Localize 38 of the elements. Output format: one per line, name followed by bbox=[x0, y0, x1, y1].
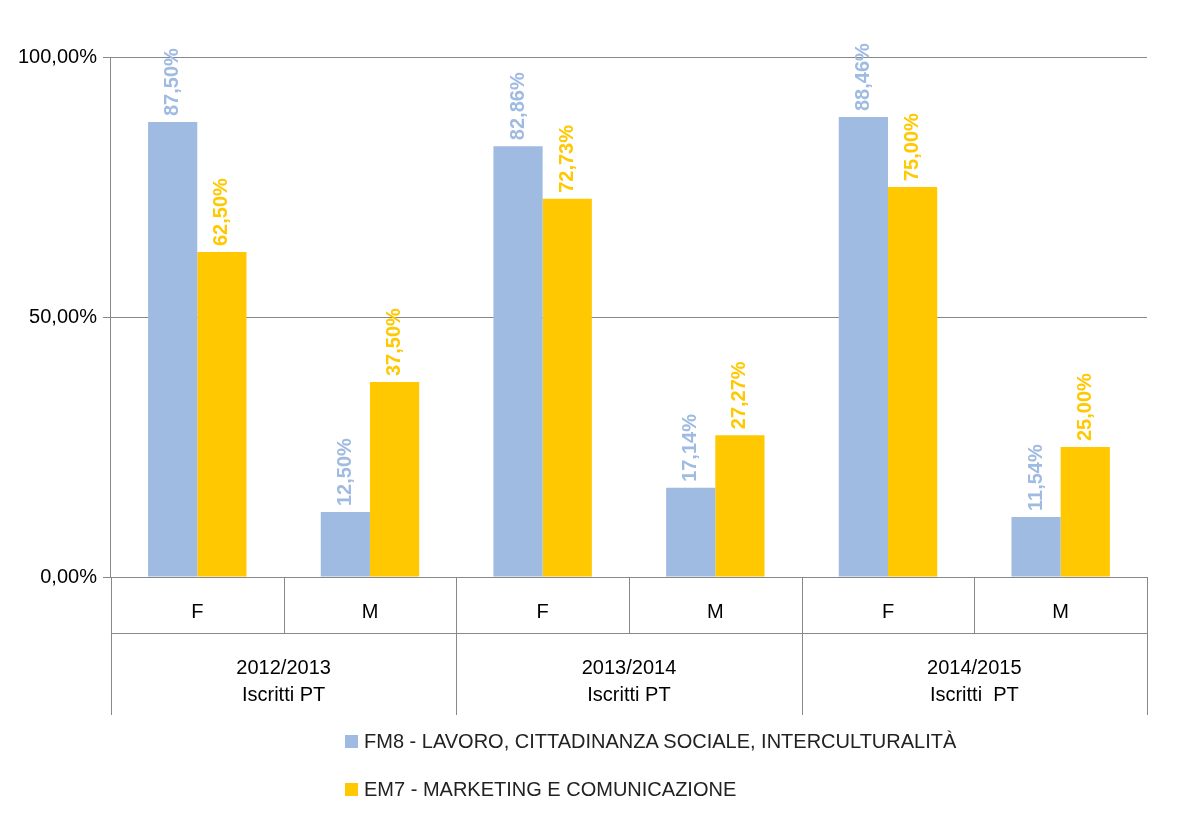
y-tick-label: 100,00% bbox=[17, 44, 98, 67]
bar bbox=[666, 487, 716, 577]
bar bbox=[148, 122, 198, 577]
text: 2013/2014 Iscritti PT bbox=[581, 655, 677, 705]
bar bbox=[493, 146, 543, 577]
bar bbox=[887, 187, 938, 577]
bar bbox=[320, 512, 370, 577]
bar bbox=[197, 252, 247, 577]
bar bbox=[1060, 447, 1110, 577]
data-label: 75,00% bbox=[900, 112, 923, 181]
data-label: 25,00% bbox=[1072, 372, 1095, 441]
bar bbox=[542, 198, 592, 577]
legend-label: FM8 - LAVORO, CITTADINANZA SOCIALE, INTERCULTURALITÀ bbox=[364, 729, 957, 753]
data-label: 82,86% bbox=[505, 72, 528, 141]
y-tick-label: 0,00% bbox=[40, 564, 98, 587]
text: 2014/2015 Iscritti PT bbox=[927, 655, 1022, 705]
data-label: 12,50% bbox=[332, 437, 355, 506]
bar bbox=[838, 117, 888, 577]
x-tick-label: M bbox=[361, 599, 379, 622]
x-tick-label: M bbox=[1052, 599, 1069, 622]
data-label: 37,50% bbox=[382, 307, 405, 376]
legend-label: EM7 - MARKETING E COMUNICAZIONE bbox=[364, 777, 737, 801]
data-label: 17,14% bbox=[678, 413, 701, 482]
x-tick-label: F bbox=[881, 599, 895, 622]
bar bbox=[1011, 516, 1061, 577]
data-label: 62,50% bbox=[209, 177, 232, 246]
data-label: 88,46% bbox=[850, 42, 873, 112]
bar bbox=[715, 435, 765, 577]
y-tick-label: 50,00% bbox=[29, 304, 98, 327]
data-label: 72,73% bbox=[554, 124, 577, 193]
bar bbox=[369, 382, 420, 577]
text: 2012/2013 Iscritti PT bbox=[236, 655, 331, 705]
x-tick-label: F bbox=[191, 599, 204, 622]
x-tick-label: F bbox=[536, 599, 549, 622]
x-tick-label: M bbox=[706, 599, 724, 622]
data-label: 27,27% bbox=[727, 361, 750, 430]
data-label: 11,54% bbox=[1023, 444, 1046, 511]
data-label: 87,50% bbox=[160, 47, 183, 116]
